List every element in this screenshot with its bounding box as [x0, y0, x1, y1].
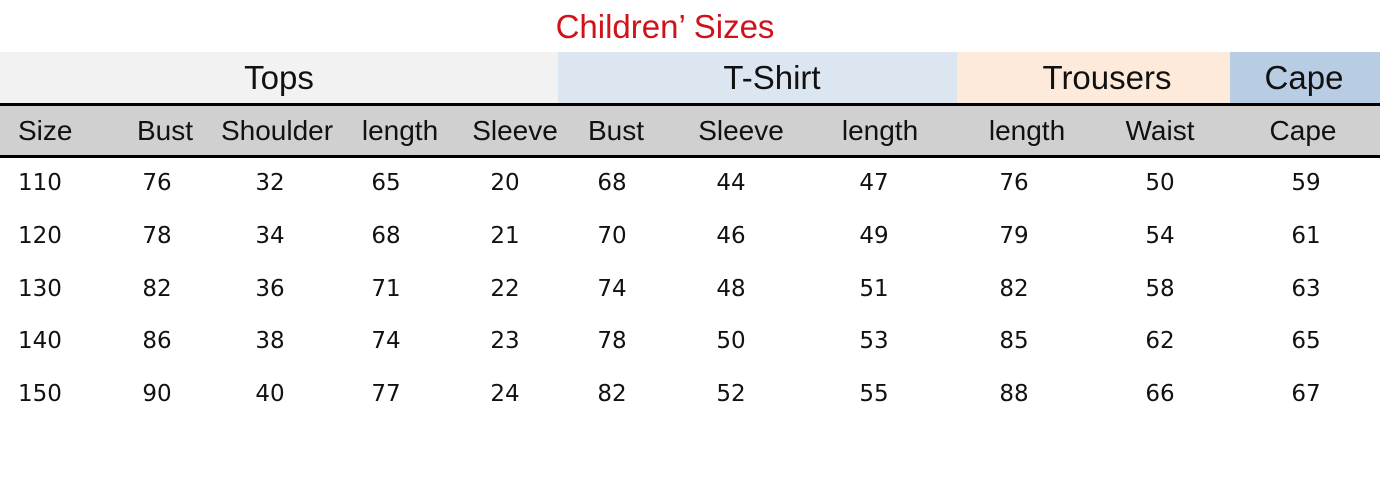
table-cell: 76 [999, 170, 1029, 196]
table-cell: 54 [1145, 223, 1175, 249]
table-cell: 44 [716, 170, 746, 196]
table-cell: 82 [999, 276, 1029, 302]
table-cell: 34 [255, 223, 285, 249]
table-cell: 71 [371, 276, 401, 302]
table-cell: 78 [142, 223, 172, 249]
table-cell: 47 [859, 170, 889, 196]
table-cell: 48 [716, 276, 746, 302]
group-cape: Cape [1230, 52, 1380, 103]
table-cell: 50 [1145, 170, 1175, 196]
column-header: length [361, 115, 439, 146]
table-cell: 51 [859, 276, 889, 302]
column-header: Bust [587, 115, 645, 146]
table-cell: 77 [371, 381, 401, 407]
table-cell: 90 [142, 381, 172, 407]
table-cell: 46 [716, 223, 746, 249]
table-cell: 32 [255, 170, 285, 196]
column-header-row [0, 106, 1380, 156]
group-tops: Tops [0, 52, 558, 103]
table-cell: 23 [490, 328, 520, 354]
table-cell: 53 [859, 328, 889, 354]
table-cell: 63 [1291, 276, 1321, 302]
table-cell: 66 [1145, 381, 1175, 407]
table-cell: 49 [859, 223, 889, 249]
table-cell: 150 [18, 381, 62, 407]
table-cell: 67 [1291, 381, 1321, 407]
table-cell: 62 [1145, 328, 1175, 354]
table-cell: 68 [371, 223, 401, 249]
group-label: Tops [244, 59, 314, 96]
column-header: Size [18, 115, 73, 146]
table-cell: 65 [371, 170, 401, 196]
table-cell: 86 [142, 328, 172, 354]
group-label: Cape [1264, 59, 1344, 96]
group-label: Trousers [1042, 59, 1172, 96]
group-tshirt: T-Shirt [558, 52, 957, 103]
table-cell: 21 [490, 223, 520, 249]
table-cell: 61 [1291, 223, 1321, 249]
group-trousers: Trousers [957, 52, 1230, 103]
table-cell: 22 [490, 276, 520, 302]
table-cell: 74 [597, 276, 627, 302]
column-header: Waist [1125, 115, 1195, 146]
table-cell: 78 [597, 328, 627, 354]
table-cell: 58 [1145, 276, 1175, 302]
page-title: Children’ Sizes [555, 8, 775, 45]
table-cell: 74 [371, 328, 401, 354]
table-cell: 82 [597, 381, 627, 407]
column-header: Shoulder [220, 115, 334, 146]
table-cell: 140 [18, 328, 62, 354]
column-header: Sleeve [472, 115, 558, 146]
table-cell: 40 [255, 381, 285, 407]
table-cell: 36 [255, 276, 285, 302]
table-cell: 85 [999, 328, 1029, 354]
table-cell: 110 [18, 170, 62, 196]
table-cell: 55 [859, 381, 889, 407]
table-cell: 38 [255, 328, 285, 354]
table-cell: 70 [597, 223, 627, 249]
table-cell: 130 [18, 276, 62, 302]
table-cell: 76 [142, 170, 172, 196]
column-header: Sleeve [698, 115, 784, 146]
table-cell: 65 [1291, 328, 1321, 354]
group-label: T-Shirt [723, 59, 821, 96]
table-cell: 68 [597, 170, 627, 196]
table-cell: 24 [490, 381, 520, 407]
table-cell: 79 [999, 223, 1029, 249]
column-header: Bust [136, 115, 194, 146]
table-cell: 82 [142, 276, 172, 302]
column-header: length [988, 115, 1066, 146]
divider [0, 155, 1380, 158]
table-cell: 120 [18, 223, 62, 249]
table-cell: 20 [490, 170, 520, 196]
table-cell: 88 [999, 381, 1029, 407]
table-cell: 59 [1291, 170, 1321, 196]
divider [0, 103, 1380, 106]
table-cell: 52 [716, 381, 746, 407]
table-cell: 50 [716, 328, 746, 354]
column-header: Cape [1269, 115, 1337, 146]
column-header: length [841, 115, 919, 146]
